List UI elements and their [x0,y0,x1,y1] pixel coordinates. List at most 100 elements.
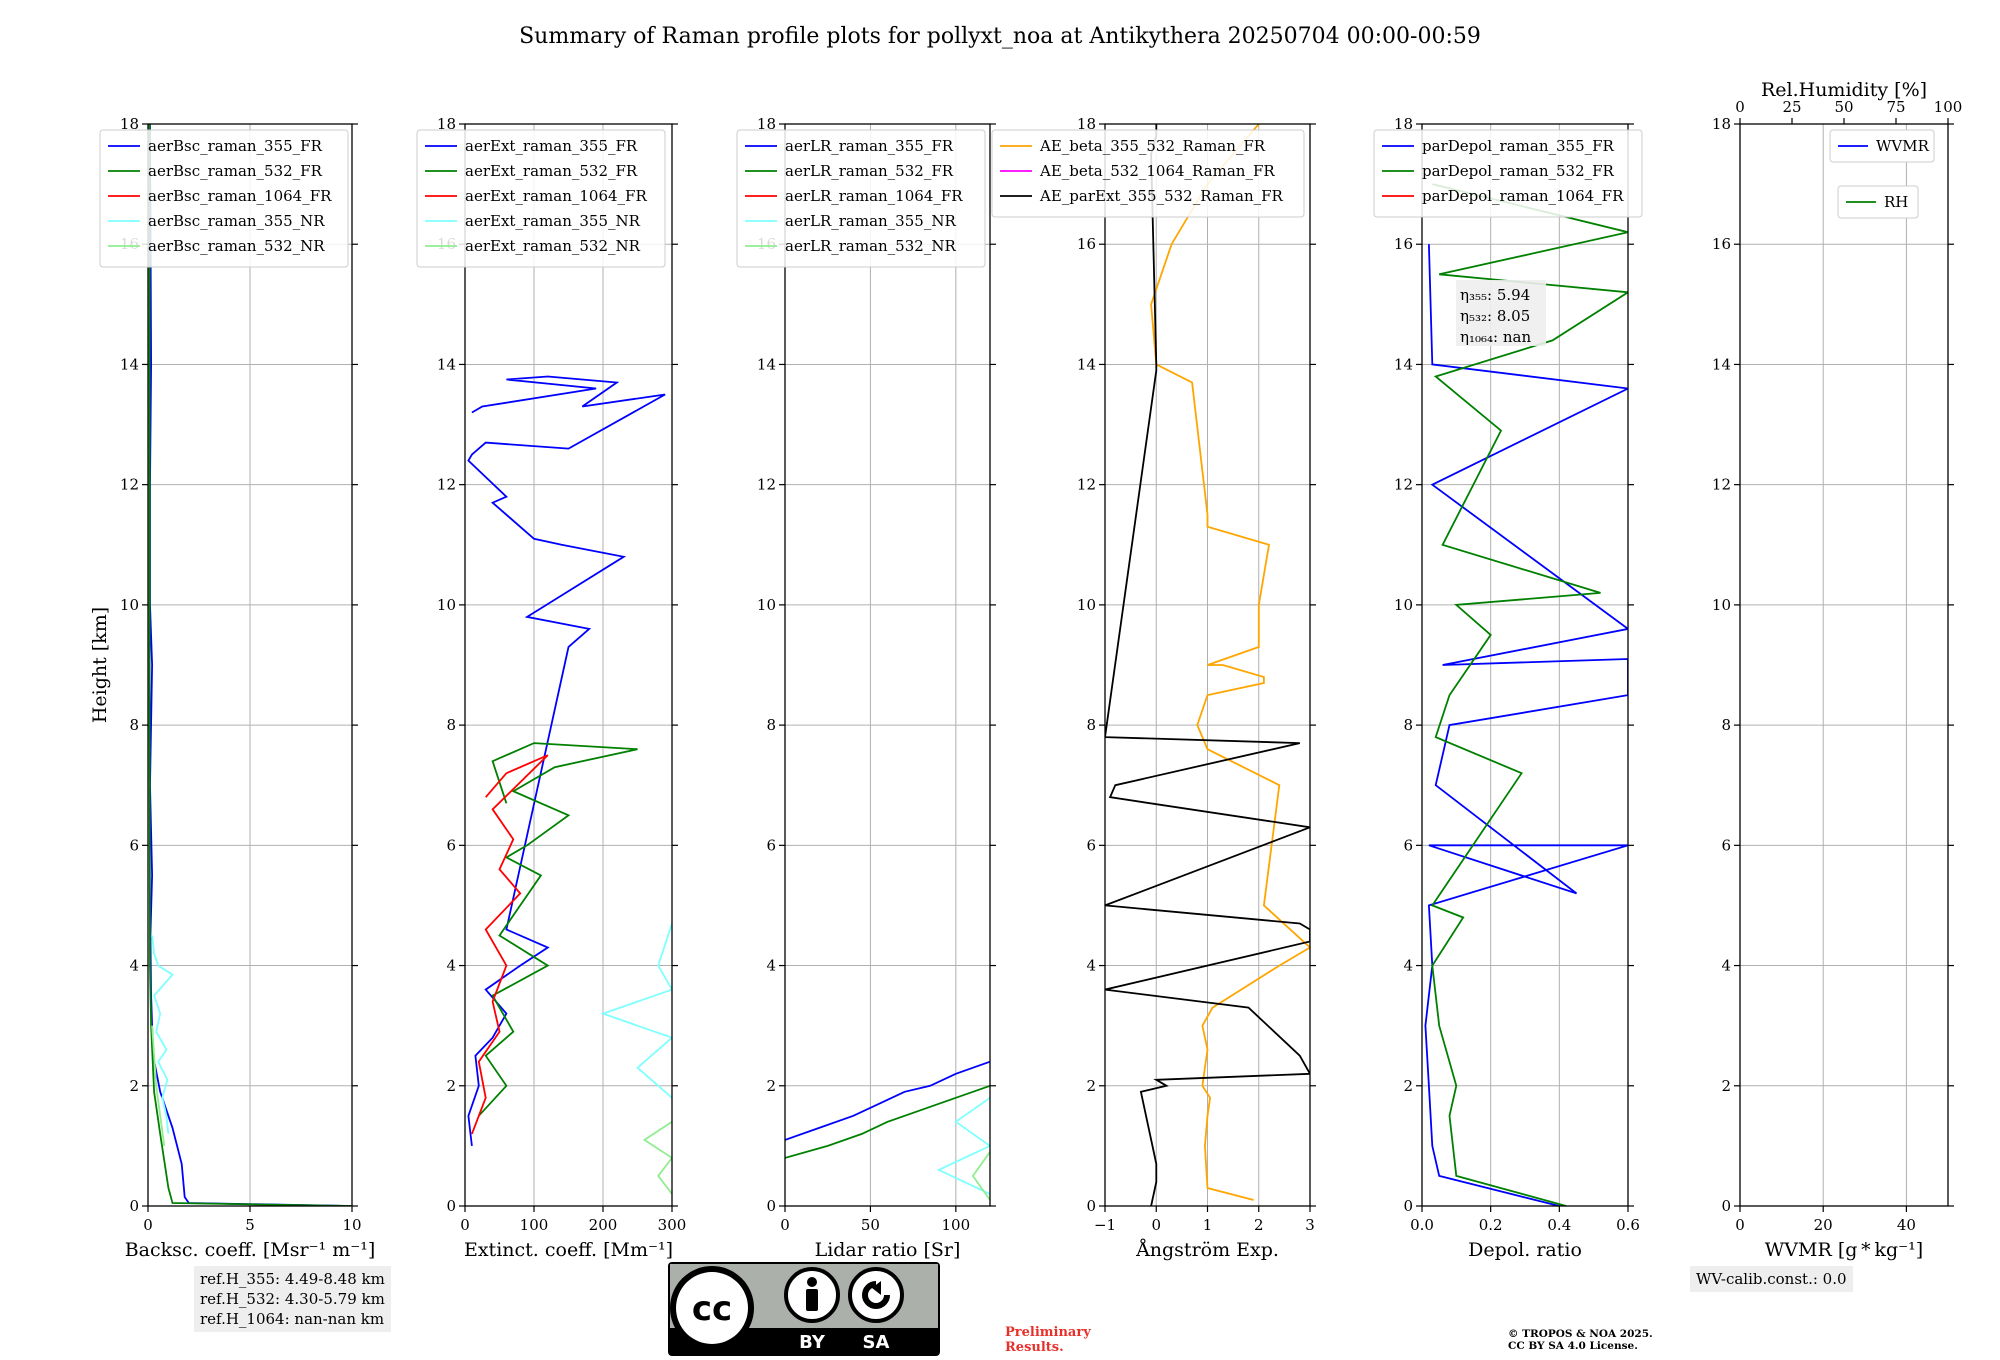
plot-frame [147,123,353,1207]
y-tick-label: 8 [1721,716,1731,734]
y-tick-label: 12 [1394,476,1413,494]
x-tick-label: 40 [1897,1216,1916,1234]
y-tick-label: 0 [1721,1197,1731,1215]
x-tick-label: 1 [1203,1216,1213,1234]
series-line-parDepol_raman_532_FR [1430,183,1628,1206]
refh-annotation: ref.H_355: 4.49-8.48 km ref.H_532: 4.30-… [194,1266,391,1332]
legend-box [991,129,1305,218]
cc-text: cc [692,1289,732,1329]
plot-frame [1739,123,1949,1207]
y-tick-label: 14 [120,355,139,373]
y-tick-label: 2 [129,1077,139,1095]
y-tick-label: 18 [437,115,456,133]
legend-box [736,129,986,268]
y-tick-label: 2 [1721,1077,1731,1095]
legend-entry-RH: RH [1884,193,1908,211]
y-tick-label: 8 [766,716,776,734]
x-tick-label: 0 [780,1216,790,1234]
x-tick-label: 5 [245,1216,255,1234]
panel-3: 024681012141618050100Lidar ratio [Sr]aer… [736,115,996,1261]
y-tick-label: 2 [1403,1077,1413,1095]
legend-entry-aerBsc_raman_1064_FR: aerBsc_raman_1064_FR [148,187,332,205]
y-tick-label: 0 [446,1197,456,1215]
eta-line-1: η₃₅₅: 5.94 [1460,286,1530,304]
refh-1064: ref.H_1064: nan-nan km [200,1310,385,1328]
legend-entry-aerLR_raman_355_FR: aerLR_raman_355_FR [785,137,954,155]
legend-box [1837,185,1919,219]
y-tick-label: 6 [129,836,139,854]
y-tick-label: 12 [1712,476,1731,494]
legend-entry-aerExt_raman_1064_FR: aerExt_raman_1064_FR [465,187,647,205]
x-tick-label: 0 [1735,1216,1745,1234]
series-line-aerBsc_raman_532_NR [151,1025,166,1147]
legend-entry-AE_beta_532_1064_Raman_FR: AE_beta_532_1064_Raman_FR [1039,162,1275,180]
legend: aerLR_raman_355_FR aerLR_raman_532_FR aerL… [736,129,986,268]
series-line-aerLR_raman_355_FR [785,1060,990,1141]
x-axis-label: Lidar ratio [Sr] [815,1239,961,1261]
y-tick-label: 8 [1086,716,1096,734]
x-tick-label: 100 [942,1216,971,1234]
series-line-aerExt_raman_1064_FR [471,754,549,1135]
legend-box [1829,129,1935,163]
plot-frame [1104,123,1311,1207]
legend-entry-aerExt_raman_355_FR: aerExt_raman_355_FR [465,137,638,155]
top-x-tick-label: 0 [1735,98,1745,116]
y-tick-label: 10 [757,596,776,614]
copyright-line-2: CC BY SA 4.0 License. [1508,1340,1638,1352]
x-tick-label: 0.4 [1547,1216,1571,1234]
legend-entry-aerExt_raman_532_FR: aerExt_raman_532_FR [465,162,638,180]
y-tick-label: 8 [446,716,456,734]
legend-box [1373,129,1643,218]
preliminary-line-2: Results. [1005,1340,1064,1355]
y-tick-label: 14 [437,355,456,373]
x-axis-label: Depol. ratio [1468,1239,1582,1261]
x-tick-label: 300 [658,1216,687,1234]
series-line-aerLR_raman_355_NR [936,1097,990,1195]
panels: 0246810121416180510Backsc. coeff. [Msr⁻¹… [89,79,1962,1261]
by-label: BY [799,1332,826,1353]
x-tick-label: 200 [589,1216,618,1234]
legend-entry-parDepol_raman_532_FR: parDepol_raman_532_FR [1422,162,1615,180]
y-tick-label: 4 [129,957,139,975]
y-tick-label: 6 [1403,836,1413,854]
y-tick-label: 10 [1394,596,1413,614]
refh-355: ref.H_355: 4.49-8.48 km [200,1270,385,1288]
x-axis-label: Backsc. coeff. [Msr⁻¹ m⁻¹] [125,1239,376,1261]
eta-annotation: η₃₅₅: 5.94 η₅₃₂: 8.05 η₁₀₆₄: nan [1456,280,1546,346]
x-axis-label: Extinct. coeff. [Mm⁻¹] [464,1239,673,1261]
x-tick-label: 3 [1305,1216,1315,1234]
preliminary-line-1: Preliminary [1005,1325,1091,1340]
series-line-aerLR_raman_532_FR [785,1084,990,1159]
series-line-aerExt_raman_355_FR [467,375,666,1147]
x-tick-label: 20 [1814,1216,1833,1234]
series-line-aerBsc_raman_355_FR [149,124,352,1206]
y-tick-label: 0 [1086,1197,1096,1215]
top-x-axis-label: Rel.Humidity [%] [1761,79,1927,101]
legend: parDepol_raman_355_FR parDepol_raman_532_… [1373,129,1643,218]
x-tick-label: 50 [861,1216,880,1234]
y-tick-label: 2 [766,1077,776,1095]
y-tick-label: 8 [129,716,139,734]
y-tick-label: 2 [446,1077,456,1095]
series-line-aerExt_raman_355_NR [600,923,672,1099]
y-tick-label: 12 [757,476,776,494]
y-tick-label: 0 [766,1197,776,1215]
legend-entry-aerLR_raman_355_NR: aerLR_raman_355_NR [785,212,956,230]
legend-entry-aerExt_raman_532_NR: aerExt_raman_532_NR [465,237,641,255]
legend-entry-aerLR_raman_532_NR: aerLR_raman_532_NR [785,237,956,255]
series-line-aerLR_raman_532_NR [971,1151,990,1201]
legend-entry-aerLR_raman_532_FR: aerLR_raman_532_FR [785,162,954,180]
eta-line-2: η₅₃₂: 8.05 [1460,307,1530,325]
legend-entry-aerBsc_raman_355_FR: aerBsc_raman_355_FR [148,137,323,155]
top-x-tick-label: 75 [1886,98,1905,116]
cc-license-badge: cc BY SA [668,1262,940,1356]
legend-entry-AE_parExt_355_532_Raman_FR: AE_parExt_355_532_Raman_FR [1039,187,1284,205]
y-tick-label: 12 [1077,476,1096,494]
y-tick-label: 0 [129,1197,139,1215]
y-tick-label: 6 [446,836,456,854]
x-tick-label: 0 [460,1216,470,1234]
y-tick-label: 14 [1712,355,1731,373]
y-tick-label: 8 [1403,716,1413,734]
